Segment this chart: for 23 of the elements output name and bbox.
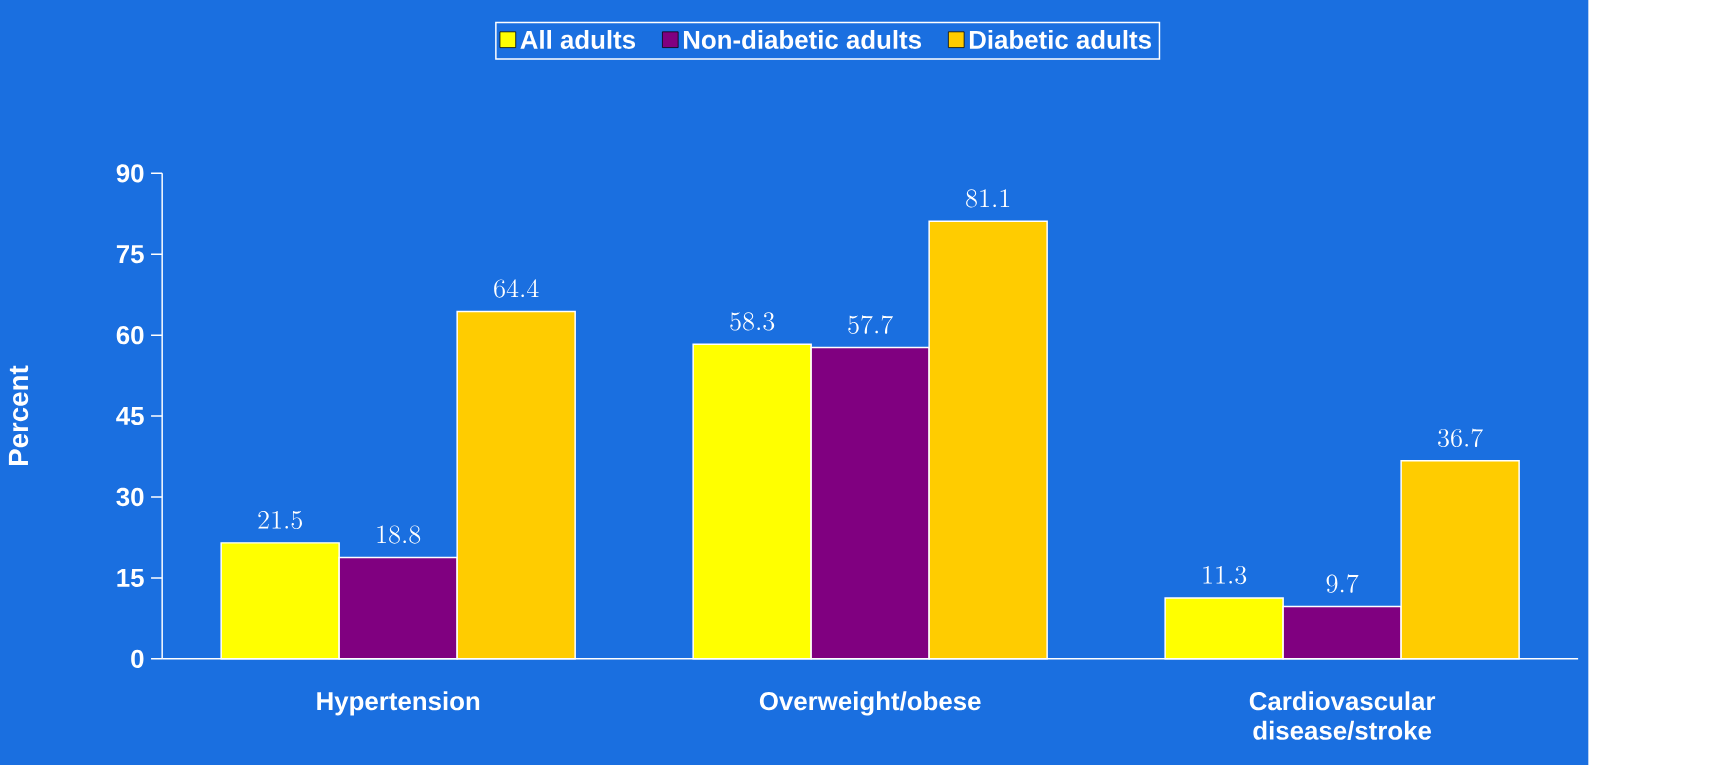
- y-tick-label: 60: [116, 325, 144, 345]
- y-tick-label: 90: [116, 163, 144, 183]
- data-label: 9.7: [1326, 574, 1359, 593]
- legend-label: Non-diabetic adults: [683, 29, 922, 49]
- y-tick-label: 0: [131, 649, 144, 668]
- data-label: 81 . 1: [966, 189, 1010, 208]
- data-label: 36.7: [1438, 428, 1483, 447]
- x-tick-label: Overweight/obese: [759, 691, 981, 716]
- y-tick-label: 45: [116, 406, 144, 425]
- data-label: 64.4: [494, 278, 539, 298]
- legend-label: Diabetic adults: [969, 29, 1151, 49]
- data-label: 11 .3: [1203, 565, 1247, 584]
- x-tick-label: Hypertension: [317, 691, 480, 716]
- y-axis-title: Percent: [8, 365, 29, 465]
- legend-label: All adults: [520, 29, 636, 49]
- x-tick-label: Cardiovascular disease/stroke: [1249, 691, 1436, 740]
- data-label: 18.8: [377, 525, 421, 544]
- data-label: 58.3: [730, 312, 775, 331]
- y-tick-label: 75: [116, 245, 144, 264]
- data-label: 21 .5: [258, 510, 302, 529]
- y-tick-label: 15: [117, 568, 144, 587]
- y-tick-label: 30: [116, 487, 144, 506]
- data-label: 57.7: [848, 315, 893, 334]
